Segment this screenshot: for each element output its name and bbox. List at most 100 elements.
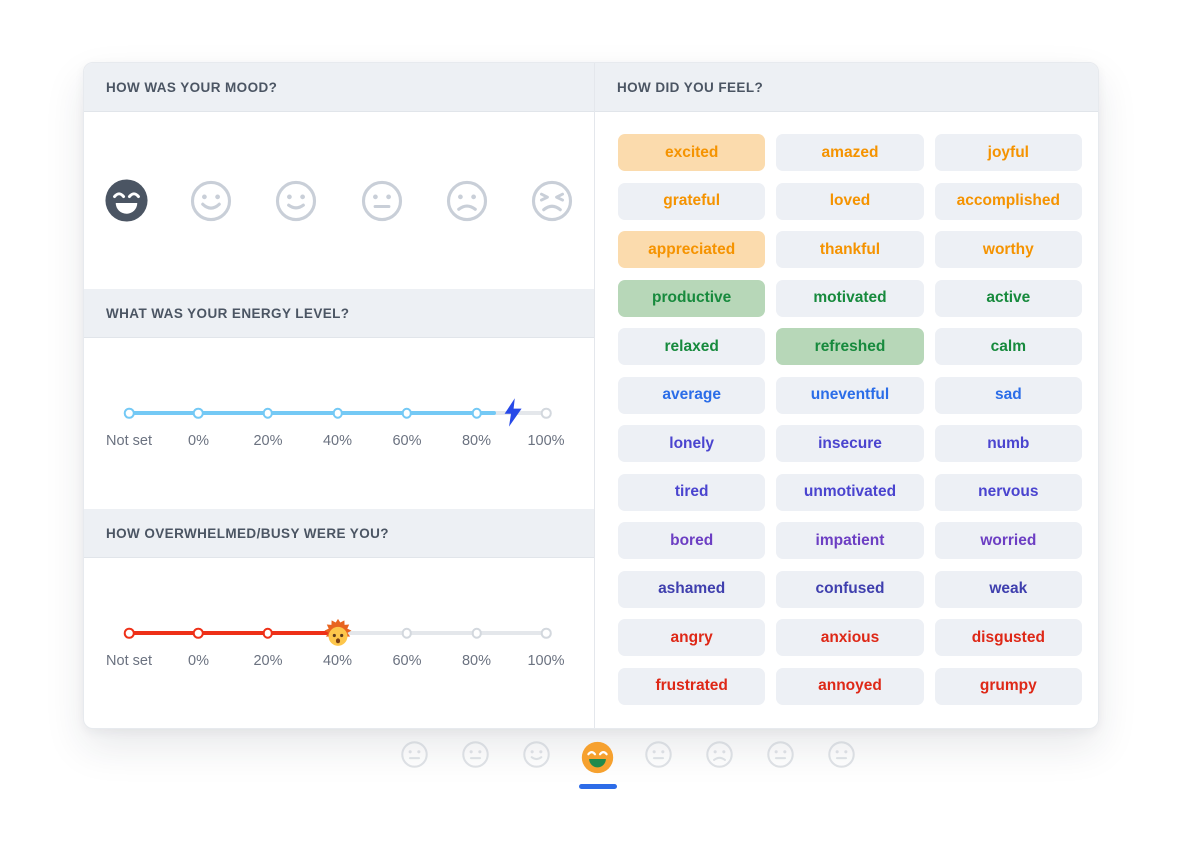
feeling-chip-lonely[interactable]: lonely [618, 425, 766, 462]
feeling-chip-calm[interactable]: calm [934, 328, 1082, 365]
busy-slider-tick[interactable] [540, 627, 552, 639]
busy-section-header: HOW OVERWHELMED/BUSY WERE YOU? [84, 509, 594, 558]
slider-label: 60% [392, 653, 422, 669]
feeling-chip-excited[interactable]: excited [618, 134, 766, 171]
slider-label: 20% [253, 653, 283, 669]
feeling-chip-refreshed[interactable]: refreshed [776, 328, 924, 365]
energy-slider-thumb[interactable] [502, 397, 524, 427]
mood-nav-item-1[interactable] [397, 740, 432, 769]
feeling-chip-appreciated[interactable]: appreciated [618, 231, 766, 268]
feeling-chip-thankful[interactable]: thankful [776, 231, 924, 268]
busy-slider-tick[interactable] [193, 627, 204, 639]
feeling-chip-amazed[interactable]: amazed [776, 134, 924, 171]
mood-option-smiling[interactable] [182, 172, 240, 230]
left-panel: HOW WAS YOUR MOOD? WHAT WAS YOUR ENERGY … [84, 63, 595, 728]
feeling-chip-grumpy[interactable]: grumpy [934, 667, 1082, 705]
frowning-face-icon [445, 179, 489, 223]
feeling-chip-relaxed[interactable]: relaxed [618, 328, 766, 365]
feeling-chip-weak[interactable]: weak [934, 570, 1082, 608]
feeling-chip-nervous[interactable]: nervous [934, 473, 1082, 511]
active-underline [578, 784, 617, 789]
busy-slider[interactable]: Not set 0% 20% 40% 60% 80% 100% [84, 558, 594, 728]
energy-slider[interactable]: Not set 0% 20% 40% 60% 80% 100% [84, 338, 594, 509]
slider-label: 80% [461, 433, 492, 449]
neutral-face-icon [827, 740, 856, 769]
feeling-chip-active[interactable]: active [934, 279, 1082, 317]
feeling-chip-annoyed[interactable]: annoyed [776, 667, 924, 705]
mood-option-frowning[interactable] [438, 172, 496, 230]
energy-section-title: WHAT WAS YOUR ENERGY LEVEL? [106, 305, 350, 321]
feeling-chip-uneventful[interactable]: uneventful [776, 376, 924, 414]
mood-option-slightly-smiling[interactable] [267, 172, 325, 230]
feeling-chip-insecure[interactable]: insecure [776, 425, 924, 462]
feeling-chip-angry[interactable]: angry [618, 619, 766, 656]
feeling-chip-accomplished[interactable]: accomplished [934, 182, 1082, 220]
feeling-chip-impatient[interactable]: impatient [776, 522, 924, 559]
energy-slider-tick[interactable] [332, 407, 343, 419]
feeling-chip-ashamed[interactable]: ashamed [618, 570, 766, 608]
mood-nav-item-5[interactable] [641, 740, 676, 769]
feeling-chip-bored[interactable]: bored [618, 522, 766, 559]
feeling-chip-worried[interactable]: worried [934, 522, 1082, 559]
mood-option-grinning[interactable] [97, 172, 155, 230]
feeling-chip-sad[interactable]: sad [934, 376, 1082, 414]
distressed-face-icon [530, 179, 574, 223]
feeling-chip-joyful[interactable]: joyful [934, 134, 1082, 171]
mood-nav-item-6[interactable] [702, 740, 737, 769]
slider-label: 0% [188, 653, 209, 669]
feeling-chip-grateful[interactable]: grateful [618, 182, 766, 220]
energy-section-header: WHAT WAS YOUR ENERGY LEVEL? [84, 289, 594, 338]
energy-slider-tick[interactable] [401, 407, 413, 419]
slight-smile-face-icon [522, 740, 551, 769]
feeling-chip-loved[interactable]: loved [776, 182, 924, 220]
energy-slider-tick[interactable] [262, 407, 274, 419]
mood-nav-item-4[interactable] [578, 740, 617, 789]
feelings-section-header: HOW DID YOU FEEL? [595, 63, 1098, 112]
feeling-chip-tired[interactable]: tired [618, 473, 766, 511]
mood-checkin-card: HOW WAS YOUR MOOD? WHAT WAS YOUR ENERGY … [83, 62, 1099, 729]
feeling-chip-anxious[interactable]: anxious [776, 619, 924, 656]
busy-slider-track[interactable] [123, 618, 552, 646]
slider-label: 20% [253, 433, 283, 449]
feeling-chip-disgusted[interactable]: disgusted [934, 619, 1082, 656]
mood-option-neutral[interactable] [353, 172, 411, 230]
mood-nav-item-8[interactable] [824, 740, 859, 769]
neutral-face-icon [461, 740, 490, 769]
busy-slider-tick[interactable] [401, 627, 413, 639]
celebrating-face-icon [580, 740, 615, 775]
feeling-chip-motivated[interactable]: motivated [776, 279, 924, 317]
mood-option-distressed[interactable] [523, 172, 581, 230]
feeling-chip-average[interactable]: average [618, 376, 766, 414]
mood-type-carousel [397, 740, 859, 789]
energy-slider-track[interactable] [123, 398, 552, 427]
mood-selector [84, 112, 594, 289]
feeling-chip-frustrated[interactable]: frustrated [618, 667, 766, 705]
smiling-face-icon [189, 179, 233, 223]
feeling-chip-productive[interactable]: productive [618, 279, 766, 317]
busy-slider-tick[interactable] [262, 627, 274, 639]
busy-slider-tick[interactable] [123, 627, 135, 639]
mood-section-header: HOW WAS YOUR MOOD? [84, 63, 594, 112]
energy-slider-fill [129, 411, 496, 415]
feelings-section-title: HOW DID YOU FEEL? [617, 79, 764, 95]
mood-nav-item-2[interactable] [458, 740, 493, 769]
energy-slider-tick[interactable] [193, 407, 204, 419]
feeling-chip-numb[interactable]: numb [934, 425, 1082, 462]
energy-slider-tick[interactable] [123, 407, 135, 419]
energy-slider-tick[interactable] [471, 407, 482, 419]
feeling-chip-confused[interactable]: confused [776, 570, 924, 608]
mood-nav-item-3[interactable] [519, 740, 554, 769]
feeling-chip-worthy[interactable]: worthy [934, 231, 1082, 268]
busy-slider-tick[interactable] [471, 627, 482, 639]
slider-label: 60% [392, 433, 422, 449]
energy-slider-labels: Not set 0% 20% 40% 60% 80% 100% [106, 433, 565, 453]
slider-label: 0% [188, 433, 209, 449]
neutral-face-icon [644, 740, 673, 769]
energy-slider-tick[interactable] [540, 407, 552, 419]
mood-nav-item-7[interactable] [763, 740, 798, 769]
slider-label: 80% [461, 653, 492, 669]
busy-slider-thumb[interactable] [324, 618, 352, 646]
frown-face-icon [705, 740, 734, 769]
feeling-chip-unmotivated[interactable]: unmotivated [776, 473, 924, 511]
slider-label: 40% [322, 433, 353, 449]
